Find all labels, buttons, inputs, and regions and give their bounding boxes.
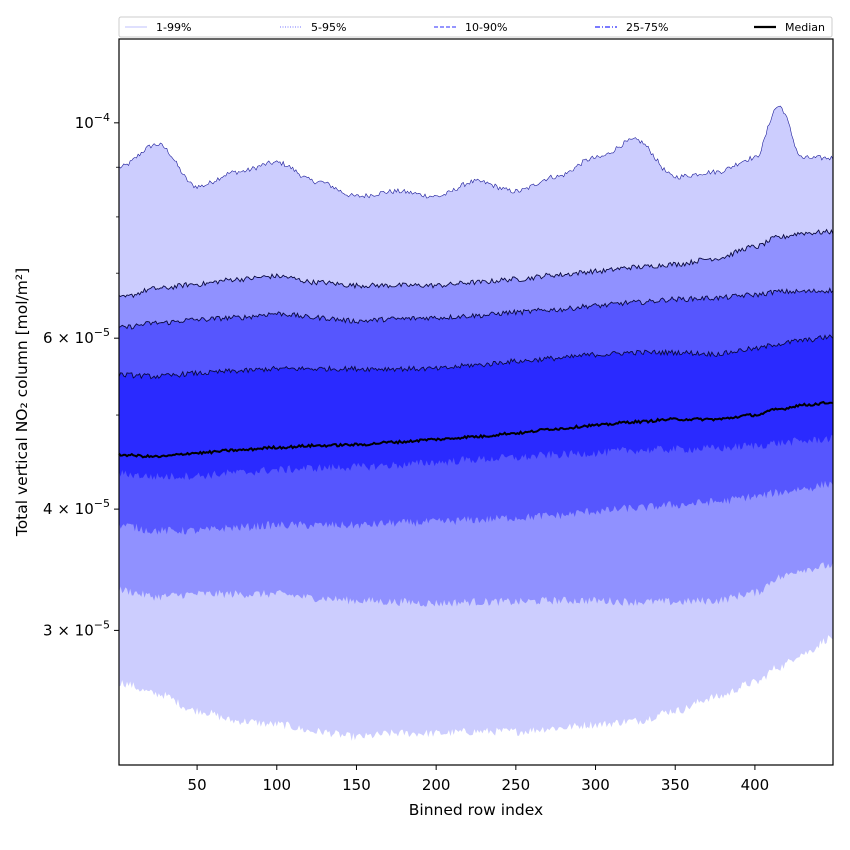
y-tick-label: 10−4 bbox=[75, 111, 110, 132]
y-tick-label: 6 × 10−5 bbox=[43, 326, 110, 347]
legend-label-5-95%: 5-95% bbox=[311, 21, 346, 34]
x-tick-label: 400 bbox=[741, 776, 770, 794]
legend-label-10-90%: 10-90% bbox=[465, 21, 507, 34]
median-line bbox=[118, 400, 834, 459]
x-tick-label: 250 bbox=[502, 776, 531, 794]
legend-frame bbox=[118, 16, 833, 38]
band-upper-line-25-75% bbox=[118, 334, 834, 380]
bands-layer bbox=[119, 106, 833, 741]
band-upper-line-5-95% bbox=[118, 228, 834, 299]
x-axis-title: Binned row index bbox=[409, 801, 543, 819]
lines-layer bbox=[118, 105, 834, 459]
legend-items: 1-99% 5-95% 10-90% 25-75% Median bbox=[125, 21, 825, 34]
band-upper-line-10-90% bbox=[118, 287, 834, 330]
legend-label-1-99%: 1-99% bbox=[156, 21, 191, 34]
legend: 1-99% 5-95% 10-90% 25-75% Median bbox=[118, 16, 833, 38]
band-upper-line-1-99% bbox=[118, 105, 834, 199]
y-tick-label: 4 × 10−5 bbox=[43, 497, 110, 518]
x-tick-label: 150 bbox=[342, 776, 371, 794]
plot-frame bbox=[118, 38, 834, 766]
y-tick-label: 3 × 10−5 bbox=[43, 618, 110, 639]
y-axis-title: Total vertical NO₂ column [mol/m²] bbox=[13, 268, 31, 537]
band-25-75% bbox=[119, 334, 833, 480]
legend-label-25-75%: 25-75% bbox=[626, 21, 668, 34]
ticks-layer: 50 100 150 200 250 300 350 400 3 × 10−5 4 × 10−5 6… bbox=[43, 111, 769, 794]
x-tick-label: 200 bbox=[422, 776, 451, 794]
x-tick-label: 350 bbox=[661, 776, 690, 794]
x-tick-label: 100 bbox=[262, 776, 291, 794]
legend-label-Median: Median bbox=[785, 21, 825, 34]
x-tick-label: 300 bbox=[581, 776, 610, 794]
x-tick-label: 50 bbox=[188, 776, 207, 794]
